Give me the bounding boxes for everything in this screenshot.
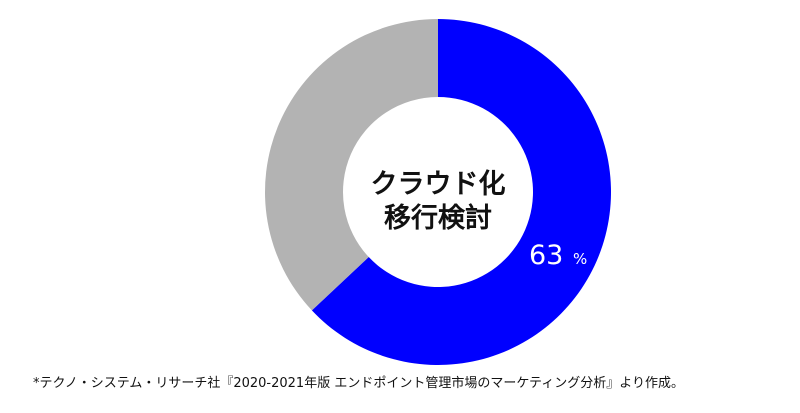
slice-data-label-unit: % [573, 250, 587, 268]
center-label-line-2: 移行検討 [384, 202, 492, 234]
slice-layer [265, 19, 611, 365]
slice-data-label-value: 63 [529, 240, 563, 271]
center-label-line-1: クラウド化 [371, 169, 506, 200]
donut-slice-0 [311, 19, 611, 365]
source-note: *テクノ・システム・リサーチ社『2020-2021年版 エンドポイント管理市場の… [33, 376, 685, 391]
donut-slice-1 [265, 19, 438, 311]
